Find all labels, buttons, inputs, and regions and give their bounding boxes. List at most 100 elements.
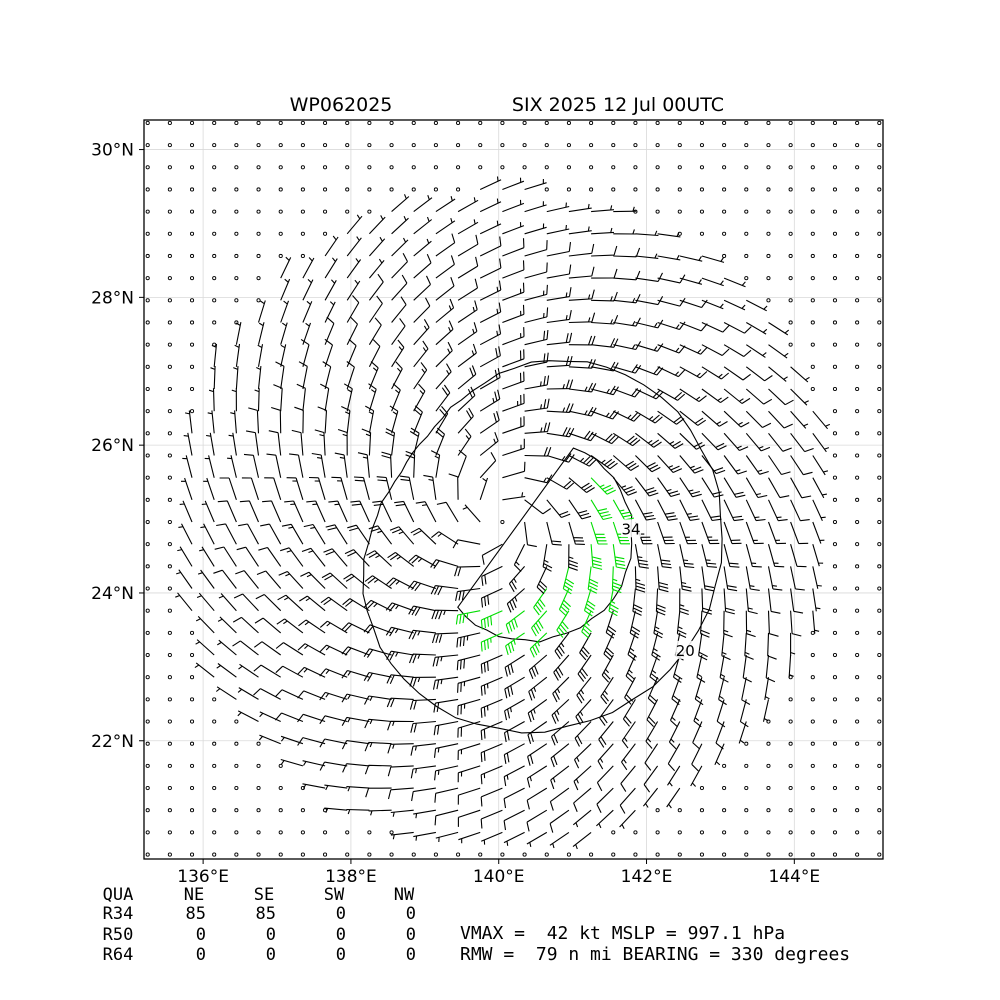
table-cell: 0 xyxy=(196,925,206,945)
wind-barb xyxy=(573,765,592,791)
calm-marker xyxy=(855,652,860,658)
wind-barb xyxy=(625,654,636,683)
wind-barb xyxy=(391,215,409,235)
wind-barb xyxy=(790,588,804,614)
wind-barb xyxy=(435,341,453,368)
wind-barb xyxy=(719,654,729,683)
wind-barb xyxy=(286,477,304,500)
calm-marker xyxy=(766,830,771,835)
calm-marker xyxy=(389,830,394,835)
wind-barb xyxy=(233,366,239,390)
wind-barb xyxy=(575,699,592,726)
wind-barb xyxy=(745,521,764,545)
wind-barb xyxy=(243,453,260,478)
calm-marker xyxy=(167,542,172,547)
calm-marker xyxy=(145,364,150,369)
wind-barb xyxy=(524,398,550,412)
calm-marker xyxy=(855,608,860,613)
wind-barb xyxy=(405,450,416,478)
calm-marker xyxy=(189,165,195,170)
wind-barb xyxy=(574,721,592,747)
wind-barb xyxy=(391,237,409,257)
wind-barb xyxy=(788,654,794,679)
calm-marker xyxy=(788,320,793,325)
wind-barb xyxy=(524,422,551,434)
calm-marker xyxy=(234,741,239,746)
chart-title-right: SIX 2025 12 Jul 00UTC xyxy=(512,94,724,116)
table-cell: R34 xyxy=(103,904,134,924)
wind-barb xyxy=(768,499,788,522)
calm-marker xyxy=(145,342,150,347)
wind-barb xyxy=(524,201,547,213)
table-header-cell: NW xyxy=(394,885,415,905)
calm-marker xyxy=(145,652,150,658)
wind-barb xyxy=(629,610,641,639)
wind-barb xyxy=(524,223,547,235)
calm-marker xyxy=(877,786,882,791)
wind-barb xyxy=(550,721,570,746)
grid-lines xyxy=(144,120,883,859)
wind-barb xyxy=(552,676,570,703)
wind-barb xyxy=(657,410,685,425)
wind-barb xyxy=(435,320,454,346)
wind-barb xyxy=(387,787,414,800)
y-tick-label: 28°N xyxy=(91,288,134,308)
wind-barb xyxy=(256,366,262,390)
calm-marker xyxy=(167,830,172,835)
wind-barb xyxy=(302,300,313,323)
wind-barb xyxy=(386,650,414,661)
wind-barb xyxy=(238,523,259,545)
wind-barb xyxy=(591,205,615,213)
calm-marker xyxy=(145,453,150,458)
wind-barb xyxy=(258,734,281,745)
wind-barb xyxy=(657,477,681,498)
calm-marker xyxy=(722,165,727,170)
wind-barb xyxy=(622,699,636,727)
wind-barb xyxy=(692,721,703,750)
y-tick-label: 26°N xyxy=(91,436,134,456)
wind-barb xyxy=(297,643,326,656)
wind-barb xyxy=(217,639,237,656)
table-cell: 0 xyxy=(266,945,276,965)
wind-barb xyxy=(701,366,730,380)
calm-marker xyxy=(810,165,815,170)
wind-barb xyxy=(701,277,724,287)
calm-marker xyxy=(145,431,150,436)
calm-marker xyxy=(766,719,771,724)
wind-barb xyxy=(253,664,281,678)
table-cell: 0 xyxy=(336,945,346,965)
wind-barb xyxy=(568,477,595,493)
wind-barb xyxy=(479,280,502,301)
calm-marker xyxy=(234,187,239,192)
calm-marker xyxy=(389,187,394,192)
contour-label: 34 xyxy=(621,520,640,538)
wind-barb xyxy=(579,632,592,661)
wind-barb xyxy=(723,388,751,404)
calm-marker xyxy=(544,120,549,126)
wind-barb xyxy=(481,543,503,565)
wind-barb xyxy=(211,343,218,367)
calm-marker xyxy=(411,143,416,148)
wind-barb xyxy=(645,721,659,749)
wind-barb xyxy=(502,199,525,213)
calm-marker xyxy=(589,120,594,126)
wind-barb xyxy=(546,264,572,279)
wind-barb xyxy=(457,256,479,279)
calm-marker xyxy=(810,187,815,192)
calm-marker xyxy=(189,253,195,259)
wind-barb xyxy=(701,566,715,592)
wind-barb xyxy=(480,654,503,674)
wind-barb xyxy=(331,476,348,500)
wind-barb xyxy=(353,476,370,500)
calm-marker xyxy=(256,165,261,170)
calm-marker xyxy=(145,143,150,148)
calm-marker xyxy=(300,209,305,214)
wind-barb xyxy=(435,384,451,412)
table-cell: R64 xyxy=(103,945,134,965)
calm-marker xyxy=(189,342,195,347)
wind-barb xyxy=(551,698,570,724)
calm-marker xyxy=(256,298,261,303)
wind-barb xyxy=(701,344,730,356)
wind-barb xyxy=(457,676,481,693)
calm-marker xyxy=(877,298,882,303)
